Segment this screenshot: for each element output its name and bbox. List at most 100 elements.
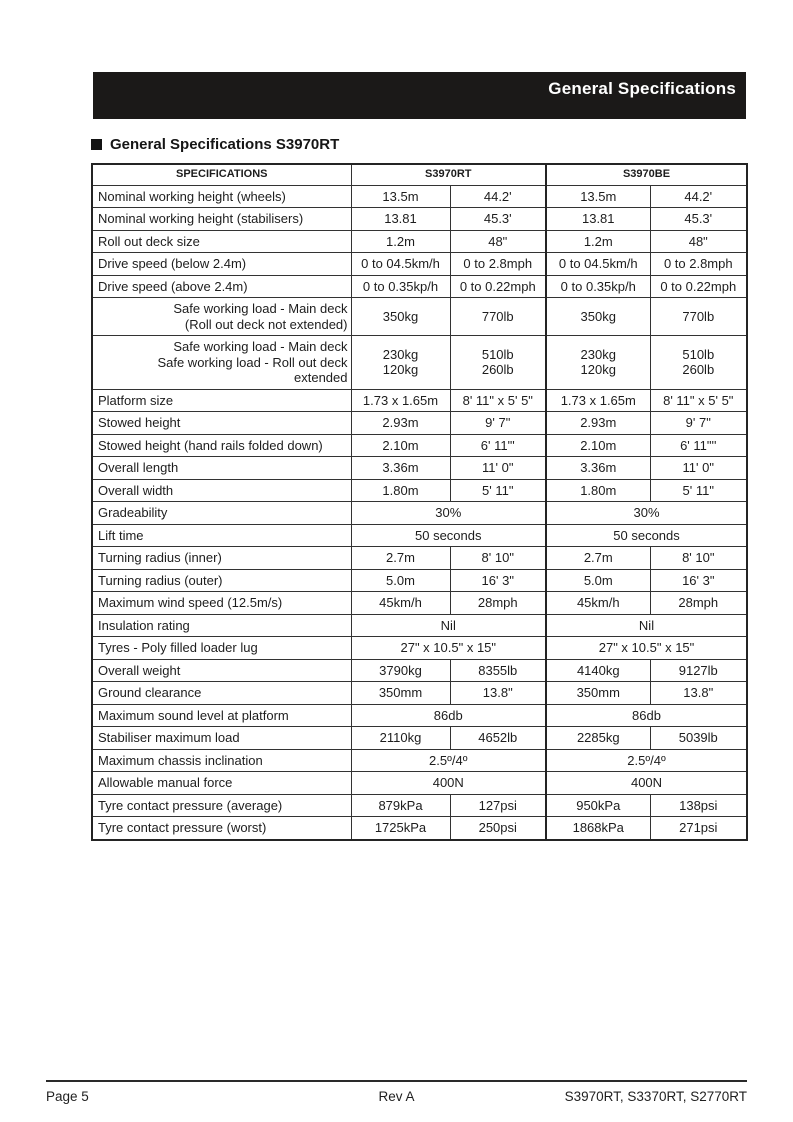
spec-value: 48" xyxy=(649,229,748,253)
table-row: Maximum chassis inclination 2.5º/4º 2.5º/4… xyxy=(91,748,748,772)
specifications-table: SPECIFICATIONS S3970RT S3970BE Nominal w… xyxy=(91,163,749,841)
spec-value: 1.2m xyxy=(545,229,651,253)
spec-value: 2.7m xyxy=(545,546,651,570)
spec-value: 16' 3" xyxy=(449,568,547,592)
spec-value: 230kg 120kg xyxy=(350,335,451,390)
spec-value: 5' 11" xyxy=(649,478,748,502)
spec-label: Roll out deck size xyxy=(91,229,352,253)
spec-value: 13.81 xyxy=(350,207,451,231)
spec-value: 4652lb xyxy=(449,726,547,750)
section-heading-text: General Specifications S3970RT xyxy=(110,136,340,153)
table-row: Drive speed (below 2.4m) 0 to 04.5km/h 0 t… xyxy=(91,252,748,276)
spec-label: Lift time xyxy=(91,523,352,547)
spec-value: 8' 11" x 5' 5" xyxy=(649,388,748,412)
spec-value: 44.2' xyxy=(449,184,547,208)
spec-label: Ground clearance xyxy=(91,681,352,705)
spec-value: 3.36m xyxy=(350,456,451,480)
spec-label: Maximum sound level at platform xyxy=(91,703,352,727)
spec-value: 350mm xyxy=(545,681,651,705)
table-row: Gradeability 30% 30% xyxy=(91,501,748,525)
spec-value: 0 to 2.8mph xyxy=(449,252,547,276)
spec-value: 28mph xyxy=(649,591,748,615)
table-row: Ground clearance 350mm 13.8" 350mm 13.8" xyxy=(91,681,748,705)
spec-value: 45.3' xyxy=(449,207,547,231)
spec-value: 5' 11" xyxy=(449,478,547,502)
spec-value: 13.5m xyxy=(350,184,451,208)
table-row: Stowed height (hand rails folded down) 2.… xyxy=(91,433,748,457)
table-row: Stowed height 2.93m 9' 7" 2.93m 9' 7" xyxy=(91,411,748,435)
spec-label: Safe working load - Main deck (Roll out d… xyxy=(91,297,352,336)
spec-value: 30% xyxy=(545,501,748,525)
footer-page-number: Page 5 xyxy=(46,1089,89,1104)
spec-value: 8' 11" x 5' 5" xyxy=(449,388,547,412)
table-row: Overall width 1.80m 5' 11" 1.80m 5' 11" xyxy=(91,478,748,502)
spec-value: 2.5º/4º xyxy=(350,748,547,772)
table-row: Tyre contact pressure (average) 879kPa 127… xyxy=(91,793,748,817)
table-row: Drive speed (above 2.4m) 0 to 0.35kp/h 0 t… xyxy=(91,274,748,298)
spec-value: 2.93m xyxy=(545,411,651,435)
header-model-s3970rt: S3970RT xyxy=(350,163,547,186)
table-row: Roll out deck size 1.2m 48" 1.2m 48" xyxy=(91,229,748,253)
spec-value: 400N xyxy=(350,771,547,795)
spec-value: 350kg xyxy=(545,297,651,336)
spec-value: 45.3' xyxy=(649,207,748,231)
spec-value: 5039lb xyxy=(649,726,748,750)
spec-label: Nominal working height (stabilisers) xyxy=(91,207,352,231)
spec-label: Turning radius (inner) xyxy=(91,546,352,570)
header-specifications: SPECIFICATIONS xyxy=(91,163,352,186)
spec-label: Allowable manual force xyxy=(91,771,352,795)
table-row: Allowable manual force 400N 400N xyxy=(91,771,748,795)
table-row: Overall length 3.36m 11' 0" 3.36m 11' 0" xyxy=(91,456,748,480)
spec-value: 250psi xyxy=(449,816,547,840)
spec-value: 0 to 0.35kp/h xyxy=(545,274,651,298)
table-row: Nominal working height (stabilisers) 13.8… xyxy=(91,207,748,231)
table-row: Tyres - Poly filled loader lug 27" x 10.5… xyxy=(91,636,748,660)
table-row: Maximum wind speed (12.5m/s) 45km/h 28mph 4… xyxy=(91,591,748,615)
spec-value: 2110kg xyxy=(350,726,451,750)
spec-value: 2.7m xyxy=(350,546,451,570)
spec-value: 0 to 0.35kp/h xyxy=(350,274,451,298)
spec-value: 0 to 0.22mph xyxy=(449,274,547,298)
spec-label: Turning radius (outer) xyxy=(91,568,352,592)
spec-value: 0 to 0.22mph xyxy=(649,274,748,298)
spec-value: 400N xyxy=(545,771,748,795)
spec-value: 5.0m xyxy=(545,568,651,592)
spec-value: 16' 3" xyxy=(649,568,748,592)
spec-label: Stabiliser maximum load xyxy=(91,726,352,750)
spec-value: 3790kg xyxy=(350,658,451,682)
spec-value: 11' 0" xyxy=(649,456,748,480)
spec-value: 950kPa xyxy=(545,793,651,817)
spec-value: 50 seconds xyxy=(350,523,547,547)
spec-value: 4140kg xyxy=(545,658,651,682)
banner-title: General Specifications xyxy=(548,79,736,98)
spec-label: Tyre contact pressure (average) xyxy=(91,793,352,817)
spec-value: 27" x 10.5" x 15" xyxy=(545,636,748,660)
spec-value: 9' 7" xyxy=(449,411,547,435)
spec-value: 86db xyxy=(350,703,547,727)
spec-value: 45km/h xyxy=(350,591,451,615)
spec-value: 86db xyxy=(545,703,748,727)
table-row: Turning radius (inner) 2.7m 8' 10" 2.7m 8' 1… xyxy=(91,546,748,570)
spec-value: 1.80m xyxy=(350,478,451,502)
spec-value: 2.93m xyxy=(350,411,451,435)
table-row: Nominal working height (wheels) 13.5m 44.2… xyxy=(91,184,748,208)
spec-value: 5.0m xyxy=(350,568,451,592)
spec-label: Drive speed (above 2.4m) xyxy=(91,274,352,298)
spec-value: 3.36m xyxy=(545,456,651,480)
table-row: Maximum sound level at platform 86db 86db xyxy=(91,703,748,727)
spec-value: 6' 11"'' xyxy=(649,433,748,457)
table-row: Tyre contact pressure (worst) 1725kPa 250p… xyxy=(91,816,748,840)
spec-value: 8' 10" xyxy=(649,546,748,570)
spec-value: 1.73 x 1.65m xyxy=(545,388,651,412)
spec-value: 510lb 260lb xyxy=(649,335,748,390)
spec-value: 28mph xyxy=(449,591,547,615)
spec-value: 510lb 260lb xyxy=(449,335,547,390)
spec-value: 2.5º/4º xyxy=(545,748,748,772)
spec-value: 1.2m xyxy=(350,229,451,253)
spec-value: 30% xyxy=(350,501,547,525)
spec-value: 45km/h xyxy=(545,591,651,615)
spec-value: 770lb xyxy=(449,297,547,336)
square-bullet-icon xyxy=(91,139,102,150)
spec-value: 879kPa xyxy=(350,793,451,817)
spec-label: Gradeability xyxy=(91,501,352,525)
